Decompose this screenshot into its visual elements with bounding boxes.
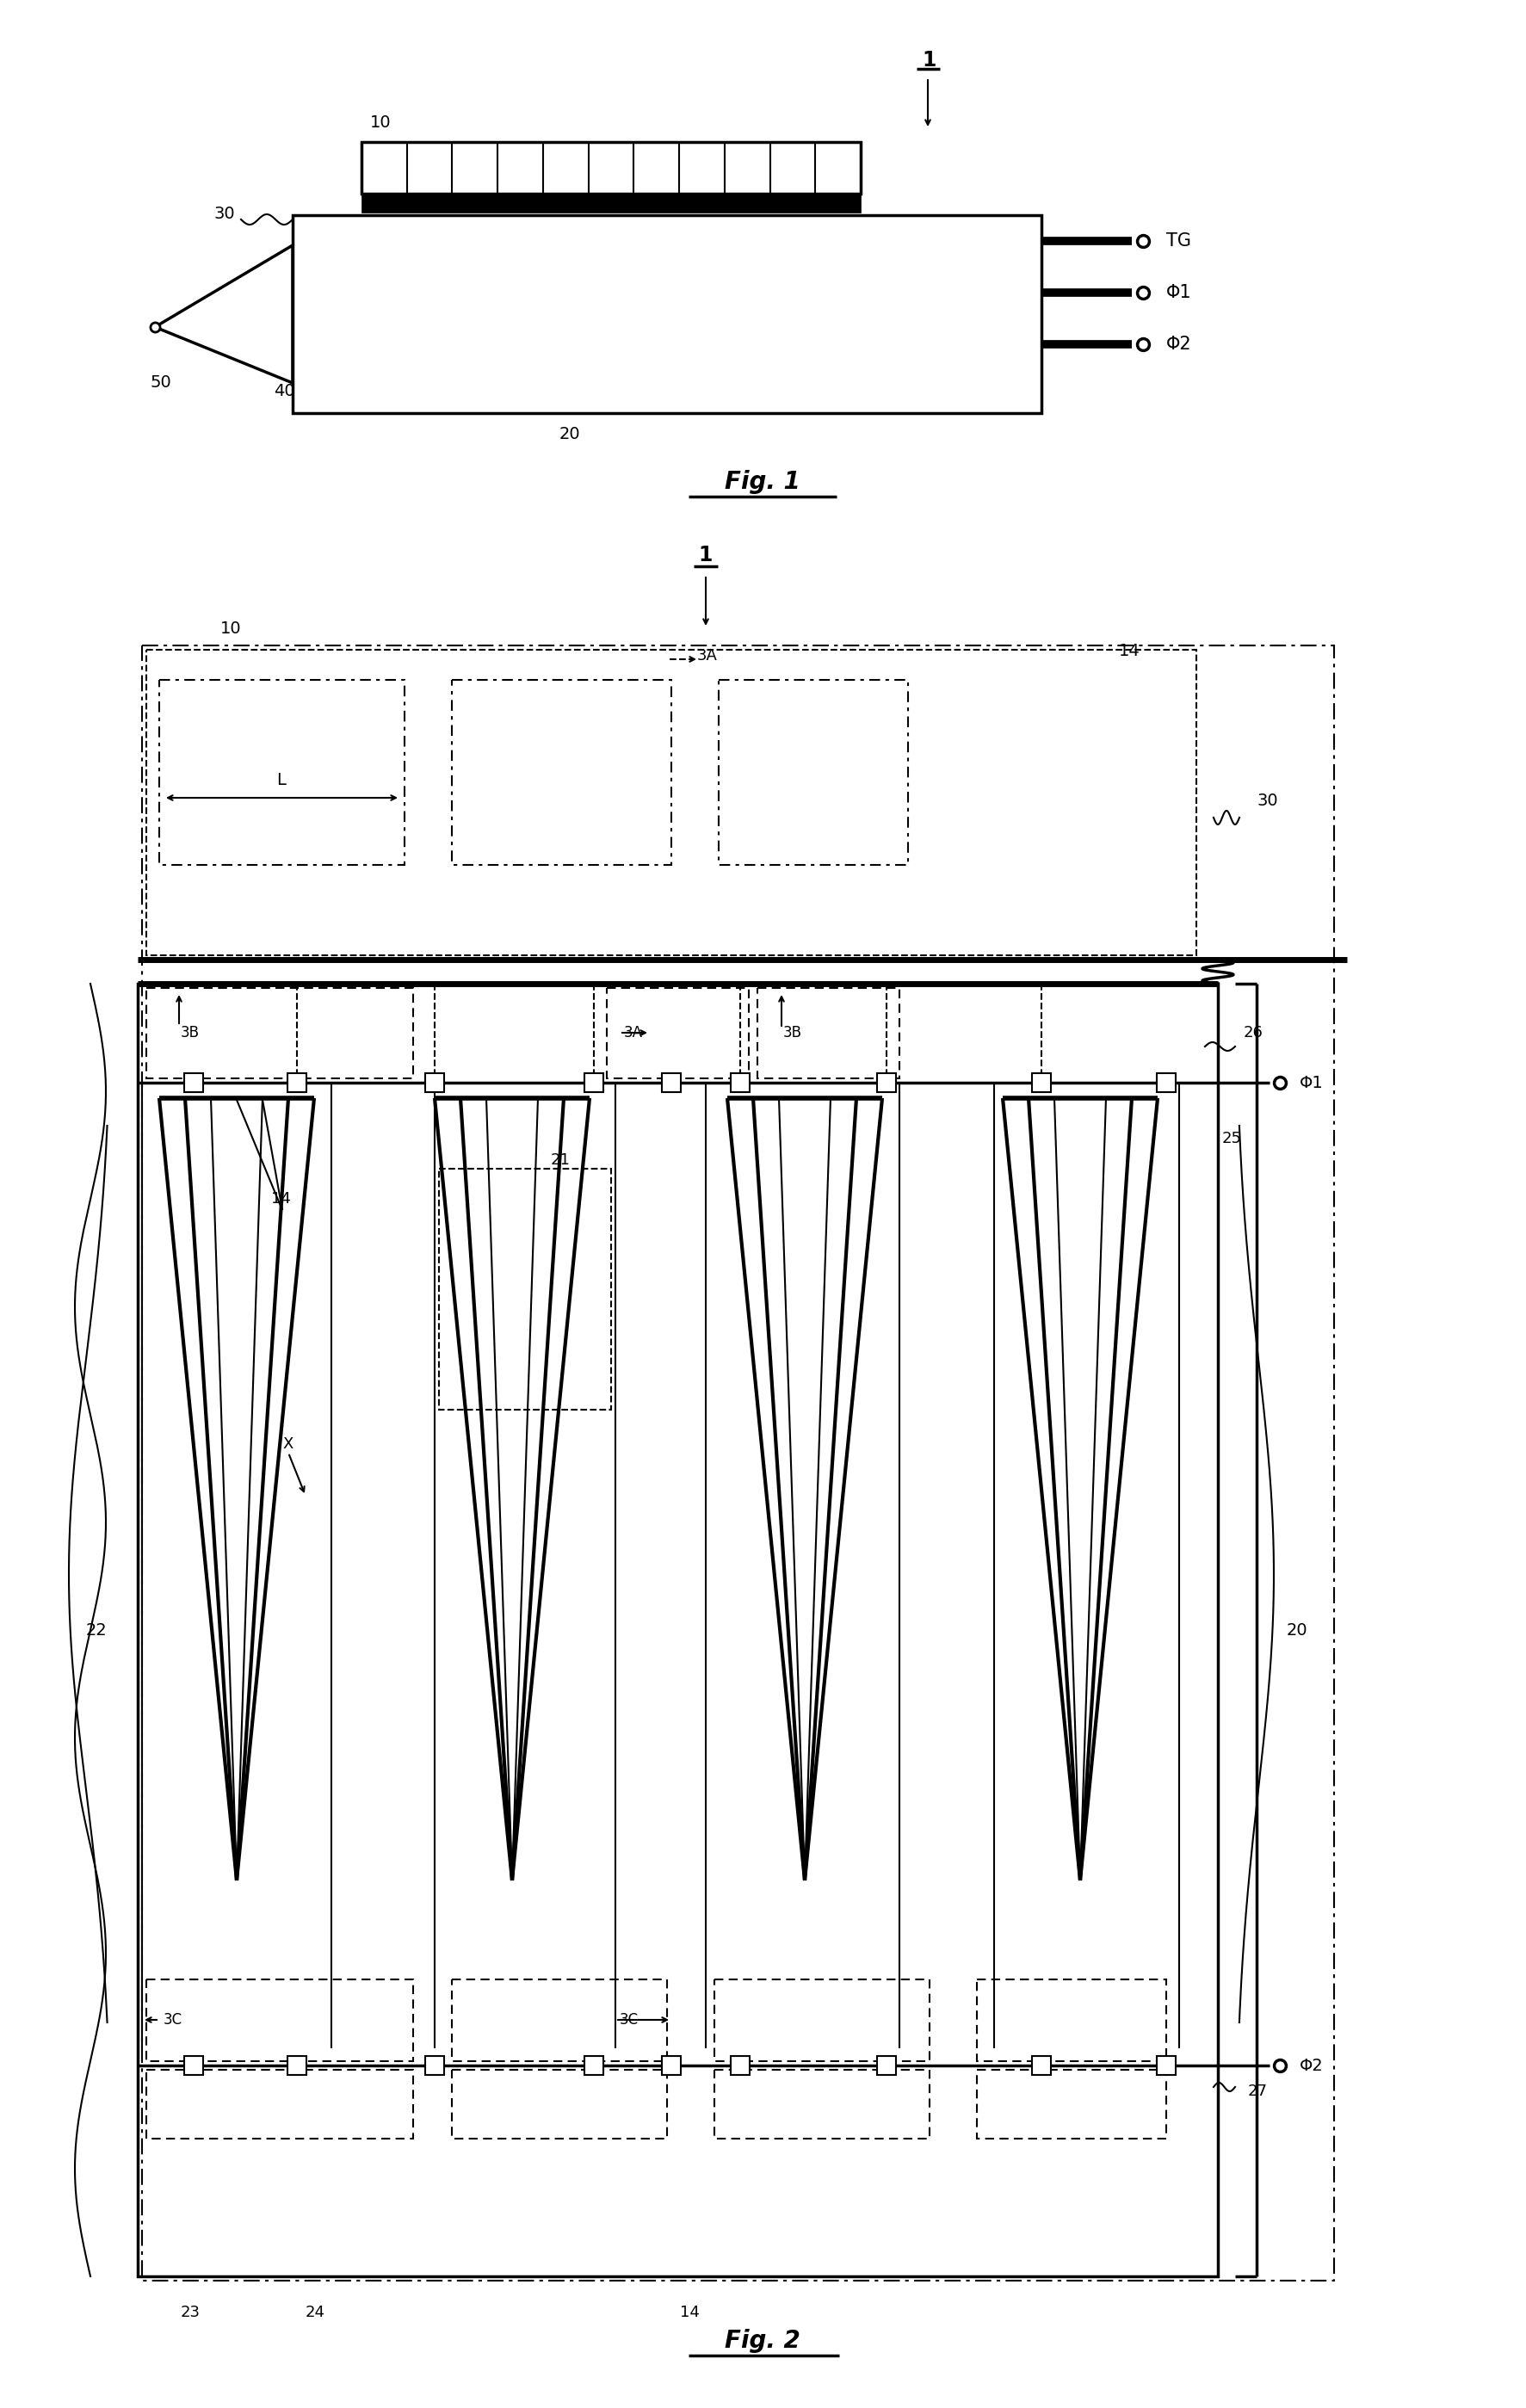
Text: Φ1: Φ1 bbox=[1166, 284, 1192, 301]
Bar bbox=[714, 1979, 929, 2061]
Text: 27: 27 bbox=[1248, 2083, 1268, 2100]
Text: 1: 1 bbox=[923, 51, 937, 70]
Bar bbox=[185, 1074, 203, 1093]
Bar bbox=[977, 1979, 1166, 2061]
Text: 21: 21 bbox=[551, 1153, 571, 1168]
Bar bbox=[159, 679, 404, 864]
Bar bbox=[362, 193, 861, 212]
Text: 10: 10 bbox=[371, 113, 391, 130]
Text: 3B: 3B bbox=[180, 1026, 200, 1040]
Bar bbox=[439, 1168, 610, 1409]
Text: 14: 14 bbox=[1119, 643, 1140, 660]
Text: 10: 10 bbox=[220, 621, 241, 636]
Bar bbox=[757, 987, 899, 1079]
Bar bbox=[146, 987, 414, 1079]
Bar bbox=[452, 2071, 667, 2138]
Bar bbox=[1157, 2056, 1175, 2076]
Bar bbox=[1032, 2056, 1051, 2076]
Bar bbox=[731, 1074, 749, 1093]
Bar bbox=[1157, 1074, 1175, 1093]
Text: 26: 26 bbox=[1244, 1026, 1264, 1040]
Bar bbox=[362, 142, 861, 193]
Bar bbox=[287, 1074, 307, 1093]
Text: 20: 20 bbox=[1286, 1623, 1308, 1637]
Bar bbox=[137, 985, 1218, 2276]
Text: Fig. 2: Fig. 2 bbox=[725, 2329, 800, 2353]
Text: L: L bbox=[276, 773, 287, 790]
Bar bbox=[142, 645, 1334, 2280]
Text: 3C: 3C bbox=[620, 2013, 639, 2028]
Bar bbox=[1032, 1074, 1051, 1093]
Text: 14: 14 bbox=[272, 1192, 291, 1206]
Bar bbox=[426, 1074, 444, 1093]
Bar bbox=[877, 2056, 896, 2076]
Text: Fig. 1: Fig. 1 bbox=[725, 470, 800, 494]
Text: 30: 30 bbox=[214, 205, 235, 222]
Bar bbox=[185, 2056, 203, 2076]
Text: 40: 40 bbox=[273, 383, 295, 400]
Text: 14: 14 bbox=[681, 2304, 699, 2321]
Text: Φ2: Φ2 bbox=[1166, 335, 1192, 354]
Text: 3B: 3B bbox=[783, 1026, 803, 1040]
Text: X: X bbox=[282, 1435, 293, 1452]
Text: Φ2: Φ2 bbox=[1300, 2056, 1323, 2073]
Bar bbox=[584, 1074, 603, 1093]
Bar bbox=[146, 1979, 414, 2061]
Text: 1: 1 bbox=[699, 544, 713, 566]
Bar bbox=[731, 2056, 749, 2076]
Text: 3C: 3C bbox=[163, 2013, 183, 2028]
Bar bbox=[452, 679, 671, 864]
Text: 24: 24 bbox=[305, 2304, 325, 2321]
Text: 3A: 3A bbox=[697, 648, 717, 665]
Text: 50: 50 bbox=[151, 376, 172, 390]
Text: 20: 20 bbox=[560, 426, 580, 443]
Text: 22: 22 bbox=[85, 1623, 107, 1637]
Bar bbox=[584, 2056, 603, 2076]
Bar bbox=[287, 2056, 307, 2076]
Text: 23: 23 bbox=[180, 2304, 200, 2321]
Text: 30: 30 bbox=[1256, 792, 1277, 809]
Bar bbox=[426, 2056, 444, 2076]
Text: 3A: 3A bbox=[624, 1026, 642, 1040]
Text: 25: 25 bbox=[1222, 1132, 1242, 1146]
Bar bbox=[146, 650, 1196, 956]
Bar bbox=[662, 2056, 681, 2076]
Bar bbox=[662, 1074, 681, 1093]
Bar bbox=[146, 2071, 414, 2138]
Text: Φ1: Φ1 bbox=[1300, 1074, 1323, 1091]
Bar bbox=[607, 987, 749, 1079]
Bar bbox=[877, 1074, 896, 1093]
Bar bbox=[714, 2071, 929, 2138]
Bar bbox=[719, 679, 908, 864]
Bar bbox=[452, 1979, 667, 2061]
Bar bbox=[293, 214, 1041, 414]
Bar bbox=[977, 2071, 1166, 2138]
Text: TG: TG bbox=[1166, 231, 1192, 250]
